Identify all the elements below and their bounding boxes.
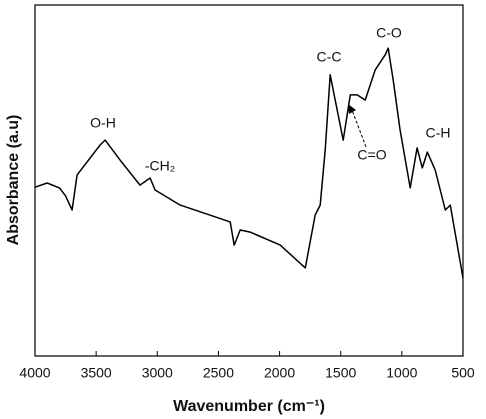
x-axis-label: Wavenumber (cm⁻¹) [173,398,325,415]
y-axis-label: Absorbance (a.u) [5,115,22,246]
spectrum-line [34,47,464,279]
x-tick-label: 1000 [386,365,417,381]
arrow [351,109,367,148]
plot-frame [34,4,464,357]
annotation: O-H [90,115,116,131]
annotation: C-O [376,25,402,41]
x-tick-label: 3500 [81,365,112,381]
arrow-head [348,104,356,114]
x-tick-label: 2000 [264,365,295,381]
x-tick-label: 3000 [142,365,173,381]
annotation: C-H [426,125,451,141]
x-tick-label: 2500 [203,365,234,381]
annotation: -CH₂ [145,158,175,174]
x-tick-label: 4000 [19,365,50,381]
annotation: C=O [357,147,386,163]
annotation: C-C [317,49,342,65]
x-tick-label: 500 [451,365,475,381]
x-tick-label: 1500 [325,365,356,381]
